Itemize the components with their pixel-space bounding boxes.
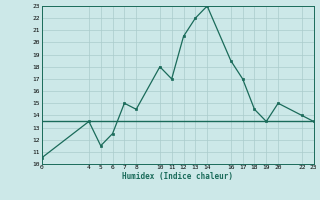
X-axis label: Humidex (Indice chaleur): Humidex (Indice chaleur) (122, 172, 233, 181)
